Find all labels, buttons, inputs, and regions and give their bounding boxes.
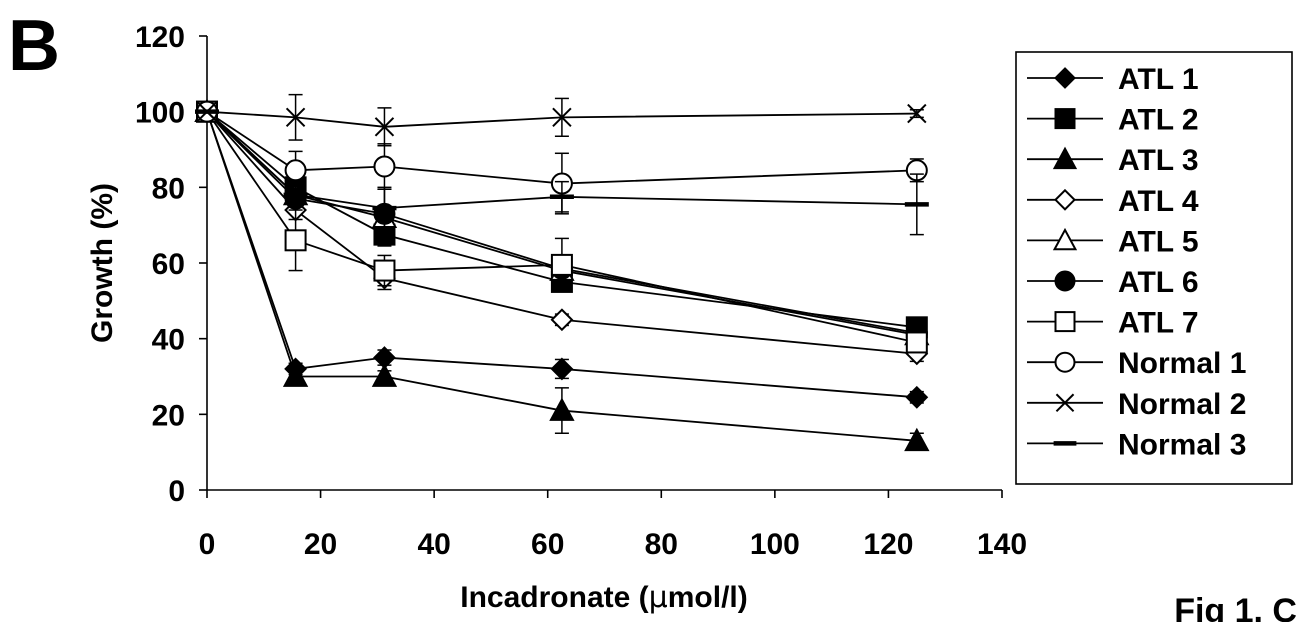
figure-caption: Fig 1. C [1174,592,1297,622]
data-point [905,385,929,409]
x-tick-label: 140 [977,528,1027,561]
legend-entry: ATL 2 [1027,104,1199,137]
legend-marker [1052,227,1078,251]
legend-entry: ATL 1 [1027,63,1199,96]
data-point [282,363,309,387]
series-atl-5 [194,98,930,346]
legend-label: ATL 7 [1118,307,1199,340]
x-axis-label-suffix: mol/l) [668,581,748,614]
panel-label: B [8,6,60,86]
legend-marker [1054,311,1076,333]
legend-entry: Normal 2 [1027,388,1246,421]
series-atl-7 [196,100,928,354]
y-tick-label: 100 [135,97,185,130]
y-tick-label: 0 [168,475,185,508]
legend-label: ATL 4 [1118,185,1199,218]
series-line [206,110,917,329]
y-tick-label: 20 [152,399,185,432]
legend: ATL 1 ATL 2 ATL 3 ATL 4 ATL 5 ATL 6 ATL 7 Norma… [1015,51,1293,485]
series-normal-3 [195,109,929,236]
legend-label: ATL 2 [1118,104,1199,137]
data-point [284,229,307,252]
data-point [907,103,927,124]
legend-entry: ATL 6 [1027,266,1199,299]
y-tick-label: 80 [152,172,185,205]
data-point [550,357,574,381]
legend-marker [1054,270,1076,292]
legend-marker [1054,67,1076,89]
y-tick-label: 40 [152,324,185,357]
legend-entry: ATL 7 [1027,307,1199,340]
legend-entry: Normal 1 [1027,347,1246,380]
legend-label: Normal 1 [1118,347,1246,380]
data-point [371,363,398,387]
x-axis-label: Incadronate (μmol/l) [460,580,747,615]
series-line [206,111,918,344]
data-point [285,107,306,128]
data-point [550,308,574,332]
data-point [550,253,573,276]
x-tick-label: 120 [863,528,913,561]
y-tick-label: 60 [152,248,185,281]
series-atl-3 [194,98,930,452]
x-tick-label: 100 [750,528,800,561]
legend-label: ATL 5 [1118,225,1199,258]
data-point [904,427,930,452]
x-tick-label: 40 [417,528,450,561]
data-point [374,117,395,137]
series-normal-2 [197,93,927,147]
legend-entry: ATL 3 [1027,144,1199,177]
legend-entry: ATL 5 [1027,225,1199,258]
legend-marker [1054,188,1076,211]
series-line [206,111,917,334]
y-axis-label: Growth (%) [86,183,119,343]
legend-marker [1052,146,1078,170]
data-point [284,159,307,182]
legend-label: ATL 1 [1118,63,1199,96]
data-point [373,155,396,178]
y-ticks: 0 20 40 60 80 100 120 [135,21,207,508]
x-tick-label: 20 [304,528,337,561]
series-atl-6 [196,100,928,344]
chart-axes [206,36,1002,491]
x-axis-label-mu: μ [649,580,668,615]
x-axis-label-prefix: Incadronate ( [460,581,648,614]
y-tick-label: 120 [135,21,185,54]
x-ticks: 0 20 40 60 80 100 120 140 [199,490,1027,561]
legend-label: Normal 3 [1118,428,1246,461]
legend-label: ATL 6 [1118,266,1199,299]
x-tick-label: 0 [199,528,216,561]
x-tick-label: 80 [645,528,678,561]
legend-label: Normal 2 [1118,388,1246,421]
data-point [373,259,396,282]
data-point [549,397,575,421]
plot-area [194,93,930,452]
legend-marker [1054,351,1076,373]
legend-entry: Normal 3 [1027,428,1246,461]
legend-marker [1054,108,1076,130]
data-point [552,107,572,128]
data-point [905,331,928,354]
x-tick-label: 60 [531,528,564,561]
legend-label: ATL 3 [1118,144,1199,177]
legend-entry: ATL 4 [1027,185,1199,218]
legend-marker [1055,393,1075,413]
